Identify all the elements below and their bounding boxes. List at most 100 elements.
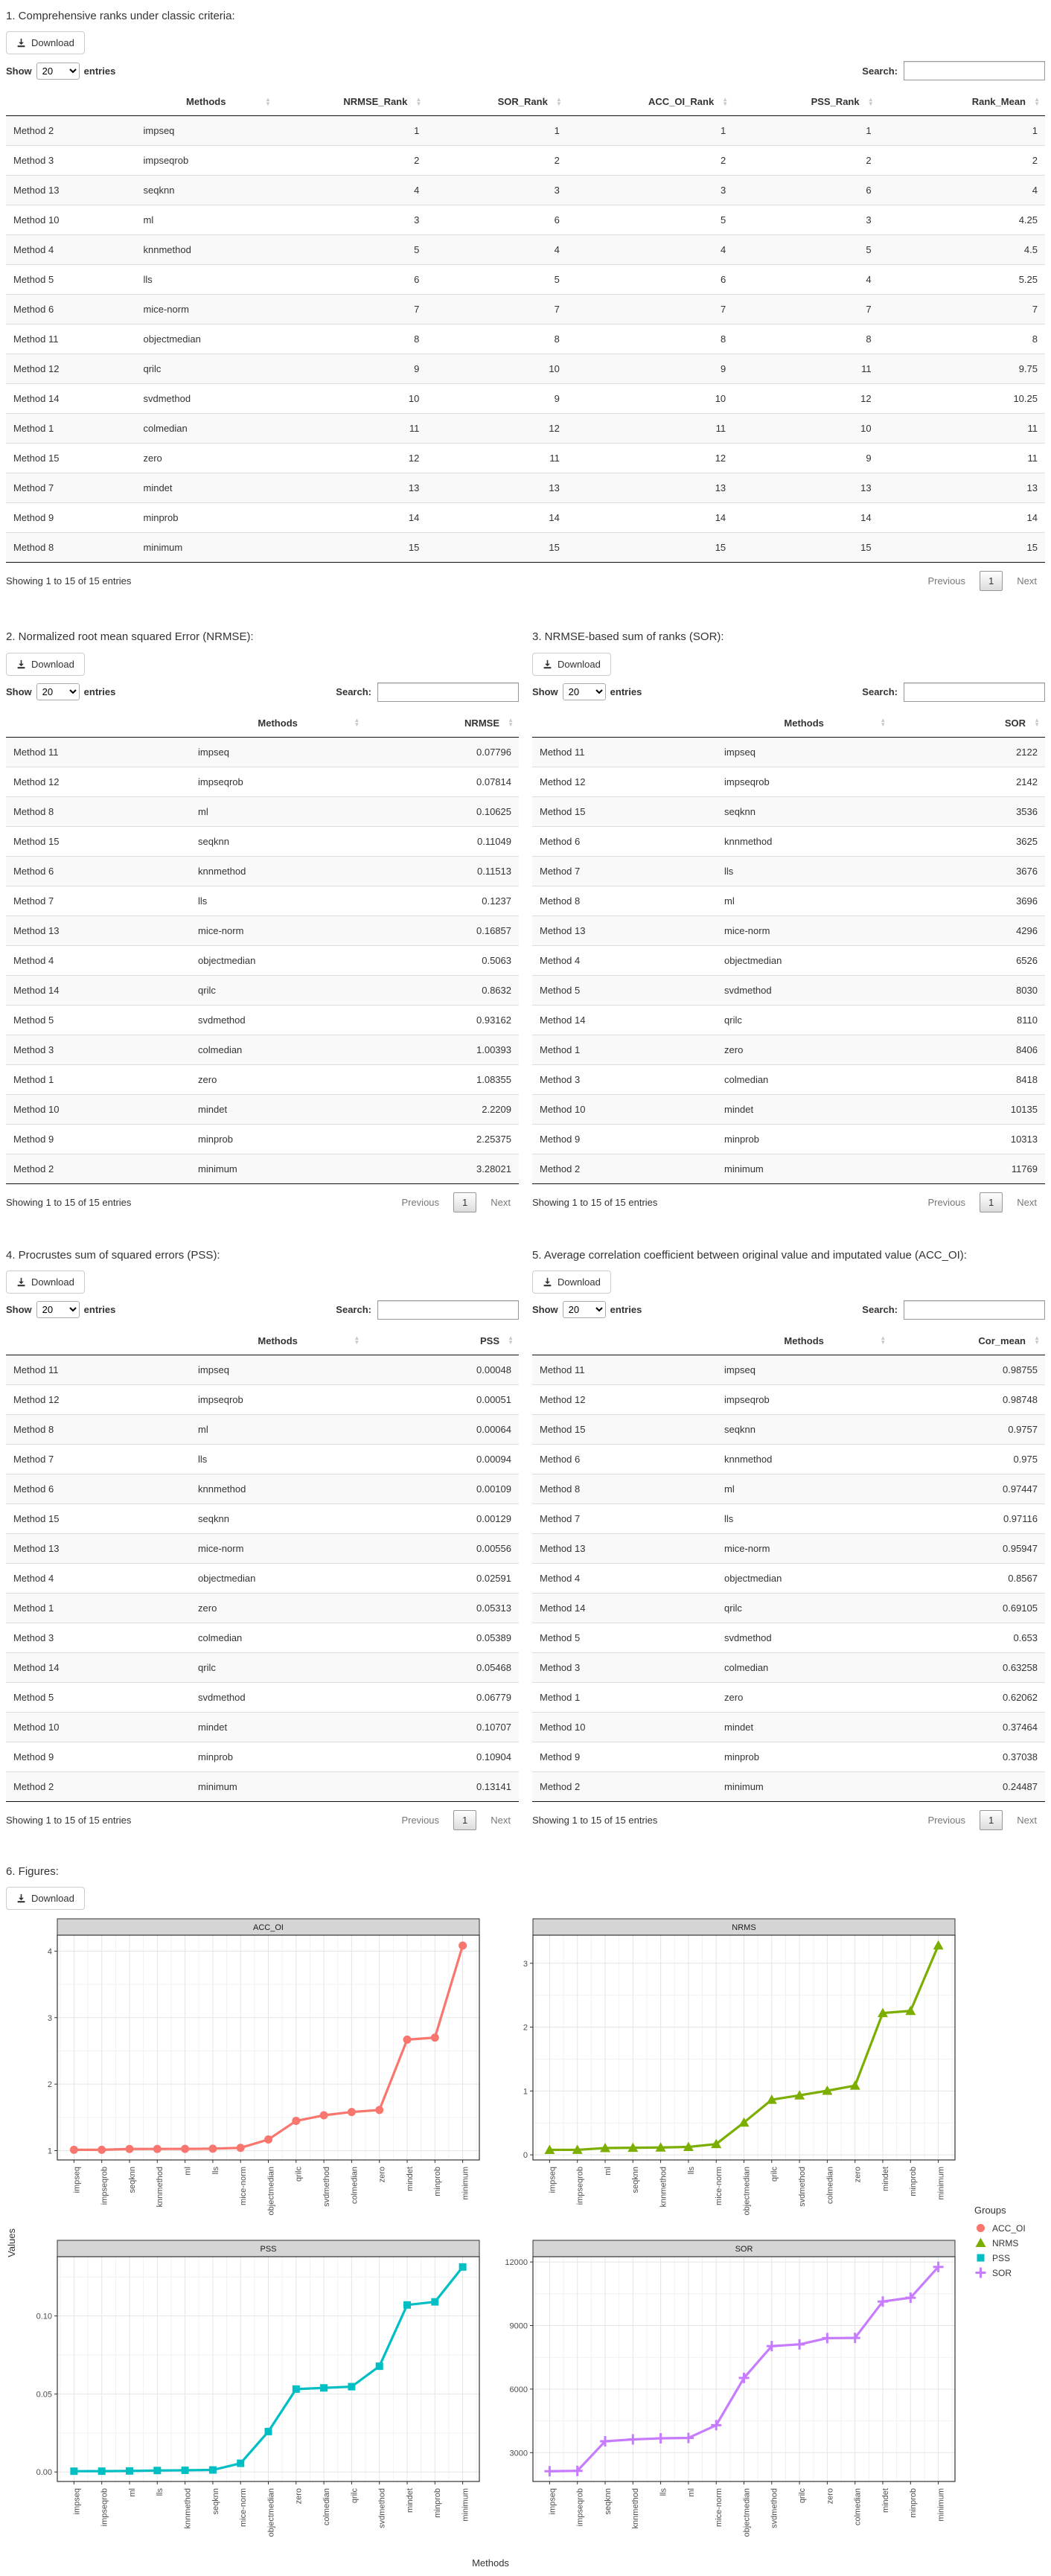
download-button[interactable]: Download bbox=[6, 31, 85, 55]
show-label: Show bbox=[6, 686, 32, 697]
page-1-button[interactable]: 1 bbox=[453, 1192, 477, 1212]
table-row: Method 2 minimum 0.24487 bbox=[532, 1771, 1045, 1802]
value-cell: 0.05389 bbox=[365, 1622, 519, 1653]
search-input[interactable] bbox=[377, 682, 519, 702]
table-row: Method 15 seqknn 3536 bbox=[532, 796, 1045, 826]
svg-text:lls: lls bbox=[156, 2488, 164, 2496]
download-button[interactable]: Download bbox=[532, 652, 611, 676]
sort-icon: ▲ ▼ bbox=[508, 1335, 514, 1346]
page-1-button[interactable]: 1 bbox=[980, 571, 1003, 592]
method-cell: objectmedian bbox=[191, 1562, 365, 1594]
column-header-Methods[interactable]: Methods ▲ ▼ bbox=[717, 1326, 892, 1355]
column-header-SOR_Rank[interactable]: SOR_Rank ▲ ▼ bbox=[427, 88, 567, 117]
download-button[interactable]: Download bbox=[532, 1270, 611, 1294]
value-cell: 0.07796 bbox=[476, 746, 511, 758]
page-1-button[interactable]: 1 bbox=[980, 1192, 1003, 1212]
column-header-NRMSE_Rank[interactable]: NRMSE_Rank ▲ ▼ bbox=[275, 88, 427, 117]
svg-text:0.00: 0.00 bbox=[36, 2468, 52, 2477]
row-label-cell: Method 6 bbox=[532, 825, 718, 856]
value-cell: 2122 bbox=[1016, 746, 1038, 758]
row-label-cell: Method 13 bbox=[6, 915, 191, 945]
value-cell: 14 bbox=[275, 502, 427, 533]
page-length-select[interactable]: 20 bbox=[36, 62, 80, 80]
value-cell: 6526 bbox=[891, 945, 1045, 975]
column-header-ACC_OI_Rank[interactable]: ACC_OI_Rank ▲ ▼ bbox=[566, 88, 734, 117]
svg-text:minimum: minimum bbox=[937, 2488, 946, 2522]
column-header-Methods[interactable]: Methods ▲ ▼ bbox=[191, 709, 365, 738]
search-input[interactable] bbox=[904, 682, 1045, 702]
row-label-cell: Method 1 bbox=[6, 1064, 191, 1094]
method-cell: impseqrob bbox=[191, 766, 365, 796]
column-header-Methods[interactable]: Methods ▲ ▼ bbox=[135, 88, 276, 117]
page-length-select[interactable]: 20 bbox=[562, 1301, 606, 1319]
next-page-button[interactable]: Next bbox=[491, 1814, 511, 1826]
column-header-SOR[interactable]: SOR ▲ ▼ bbox=[891, 709, 1045, 738]
show-label: Show bbox=[6, 65, 32, 77]
page-length-control: Show 20 entries bbox=[532, 683, 642, 700]
column-header-Rank_Mean[interactable]: Rank_Mean ▲ ▼ bbox=[878, 88, 1045, 117]
method-cell: knnmethod bbox=[717, 825, 892, 856]
column-header-NRMSE[interactable]: NRMSE ▲ ▼ bbox=[365, 709, 519, 738]
search-input[interactable] bbox=[904, 61, 1045, 81]
row-label-cell: Method 5 bbox=[532, 1622, 718, 1653]
previous-page-button[interactable]: Previous bbox=[927, 575, 966, 587]
column-header-Methods[interactable]: Methods ▲ ▼ bbox=[717, 709, 892, 738]
value-cell: 6 bbox=[566, 264, 734, 295]
row-label-cell: Method 3 bbox=[532, 1064, 718, 1094]
previous-page-button[interactable]: Previous bbox=[927, 1814, 966, 1826]
search-input[interactable] bbox=[377, 1300, 519, 1320]
row-label-cell: Method 9 bbox=[532, 1123, 718, 1154]
table-row: Method 7 mindet 13 13 13 13 13 bbox=[6, 473, 1045, 503]
show-label: Show bbox=[532, 686, 558, 697]
column-header-Cor_mean[interactable]: Cor_mean ▲ ▼ bbox=[891, 1326, 1045, 1355]
value-cell: 0.00556 bbox=[365, 1533, 519, 1564]
column-header-PSS[interactable]: PSS ▲ ▼ bbox=[365, 1326, 519, 1355]
method-cell: impseqrob bbox=[191, 1384, 365, 1415]
previous-page-button[interactable]: Previous bbox=[927, 1196, 966, 1208]
next-page-button[interactable]: Next bbox=[491, 1196, 511, 1208]
page-length-select[interactable]: 20 bbox=[36, 1301, 80, 1319]
value-cell: 15 bbox=[566, 532, 734, 563]
page-1-button[interactable]: 1 bbox=[453, 1809, 477, 1830]
table-row: Method 6 knnmethod 3625 bbox=[532, 825, 1045, 856]
table-row: Method 14 qrilc 8110 bbox=[532, 1004, 1045, 1035]
svg-text:zero: zero bbox=[825, 2488, 834, 2504]
facet-ACC_OI: ACC_OI 1 2 3 4 impseq impseqrob seqknn knnmethod… bbox=[48, 1918, 480, 2215]
method-cell: minprob bbox=[191, 1741, 365, 1772]
download-button[interactable]: Download bbox=[6, 1887, 85, 1910]
next-page-button[interactable]: Next bbox=[1017, 1196, 1037, 1208]
method-cell: zero bbox=[191, 1064, 365, 1094]
method-cell: minimum bbox=[717, 1771, 892, 1802]
value-cell: 11 bbox=[566, 413, 734, 444]
value-cell: 5 bbox=[566, 205, 734, 235]
rowname-column-header bbox=[6, 709, 191, 738]
value-cell: 1.00393 bbox=[365, 1034, 519, 1064]
column-header-Methods[interactable]: Methods ▲ ▼ bbox=[191, 1326, 365, 1355]
row-label-cell: Method 5 bbox=[6, 1681, 191, 1713]
page-1-button[interactable]: 1 bbox=[980, 1809, 1003, 1830]
value-cell: 9 bbox=[733, 443, 879, 473]
method-cell: ml bbox=[717, 885, 892, 915]
page-length-select[interactable]: 20 bbox=[562, 683, 606, 700]
column-header-PSS_Rank[interactable]: PSS_Rank ▲ ▼ bbox=[733, 88, 879, 117]
method-cell: impseq bbox=[724, 1364, 755, 1375]
value-cell: 10.25 bbox=[878, 383, 1045, 414]
download-button[interactable]: Download bbox=[6, 652, 85, 676]
section-sor-title: 3. NRMSE-based sum of ranks (SOR): bbox=[532, 630, 724, 644]
value-cell: 0.98748 bbox=[891, 1384, 1045, 1415]
triangle-marker-icon bbox=[975, 2237, 986, 2247]
search-input[interactable] bbox=[904, 1300, 1045, 1320]
next-page-button[interactable]: Next bbox=[1017, 1814, 1037, 1826]
download-label: Download bbox=[558, 1276, 601, 1288]
method-cell: mice-norm bbox=[191, 1533, 365, 1564]
previous-page-button[interactable]: Previous bbox=[401, 1814, 440, 1826]
method-cell: mice-norm bbox=[717, 915, 892, 945]
method-cell: lls bbox=[717, 1503, 892, 1534]
previous-page-button[interactable]: Previous bbox=[401, 1196, 440, 1208]
page-length-select[interactable]: 20 bbox=[36, 683, 80, 700]
facet-title: NRMS bbox=[732, 1923, 755, 1932]
row-label-cell: Method 4 bbox=[6, 234, 136, 265]
download-button[interactable]: Download bbox=[6, 1270, 85, 1294]
table-info: Showing 1 to 15 of 15 entries bbox=[6, 1814, 132, 1826]
next-page-button[interactable]: Next bbox=[1017, 575, 1037, 587]
